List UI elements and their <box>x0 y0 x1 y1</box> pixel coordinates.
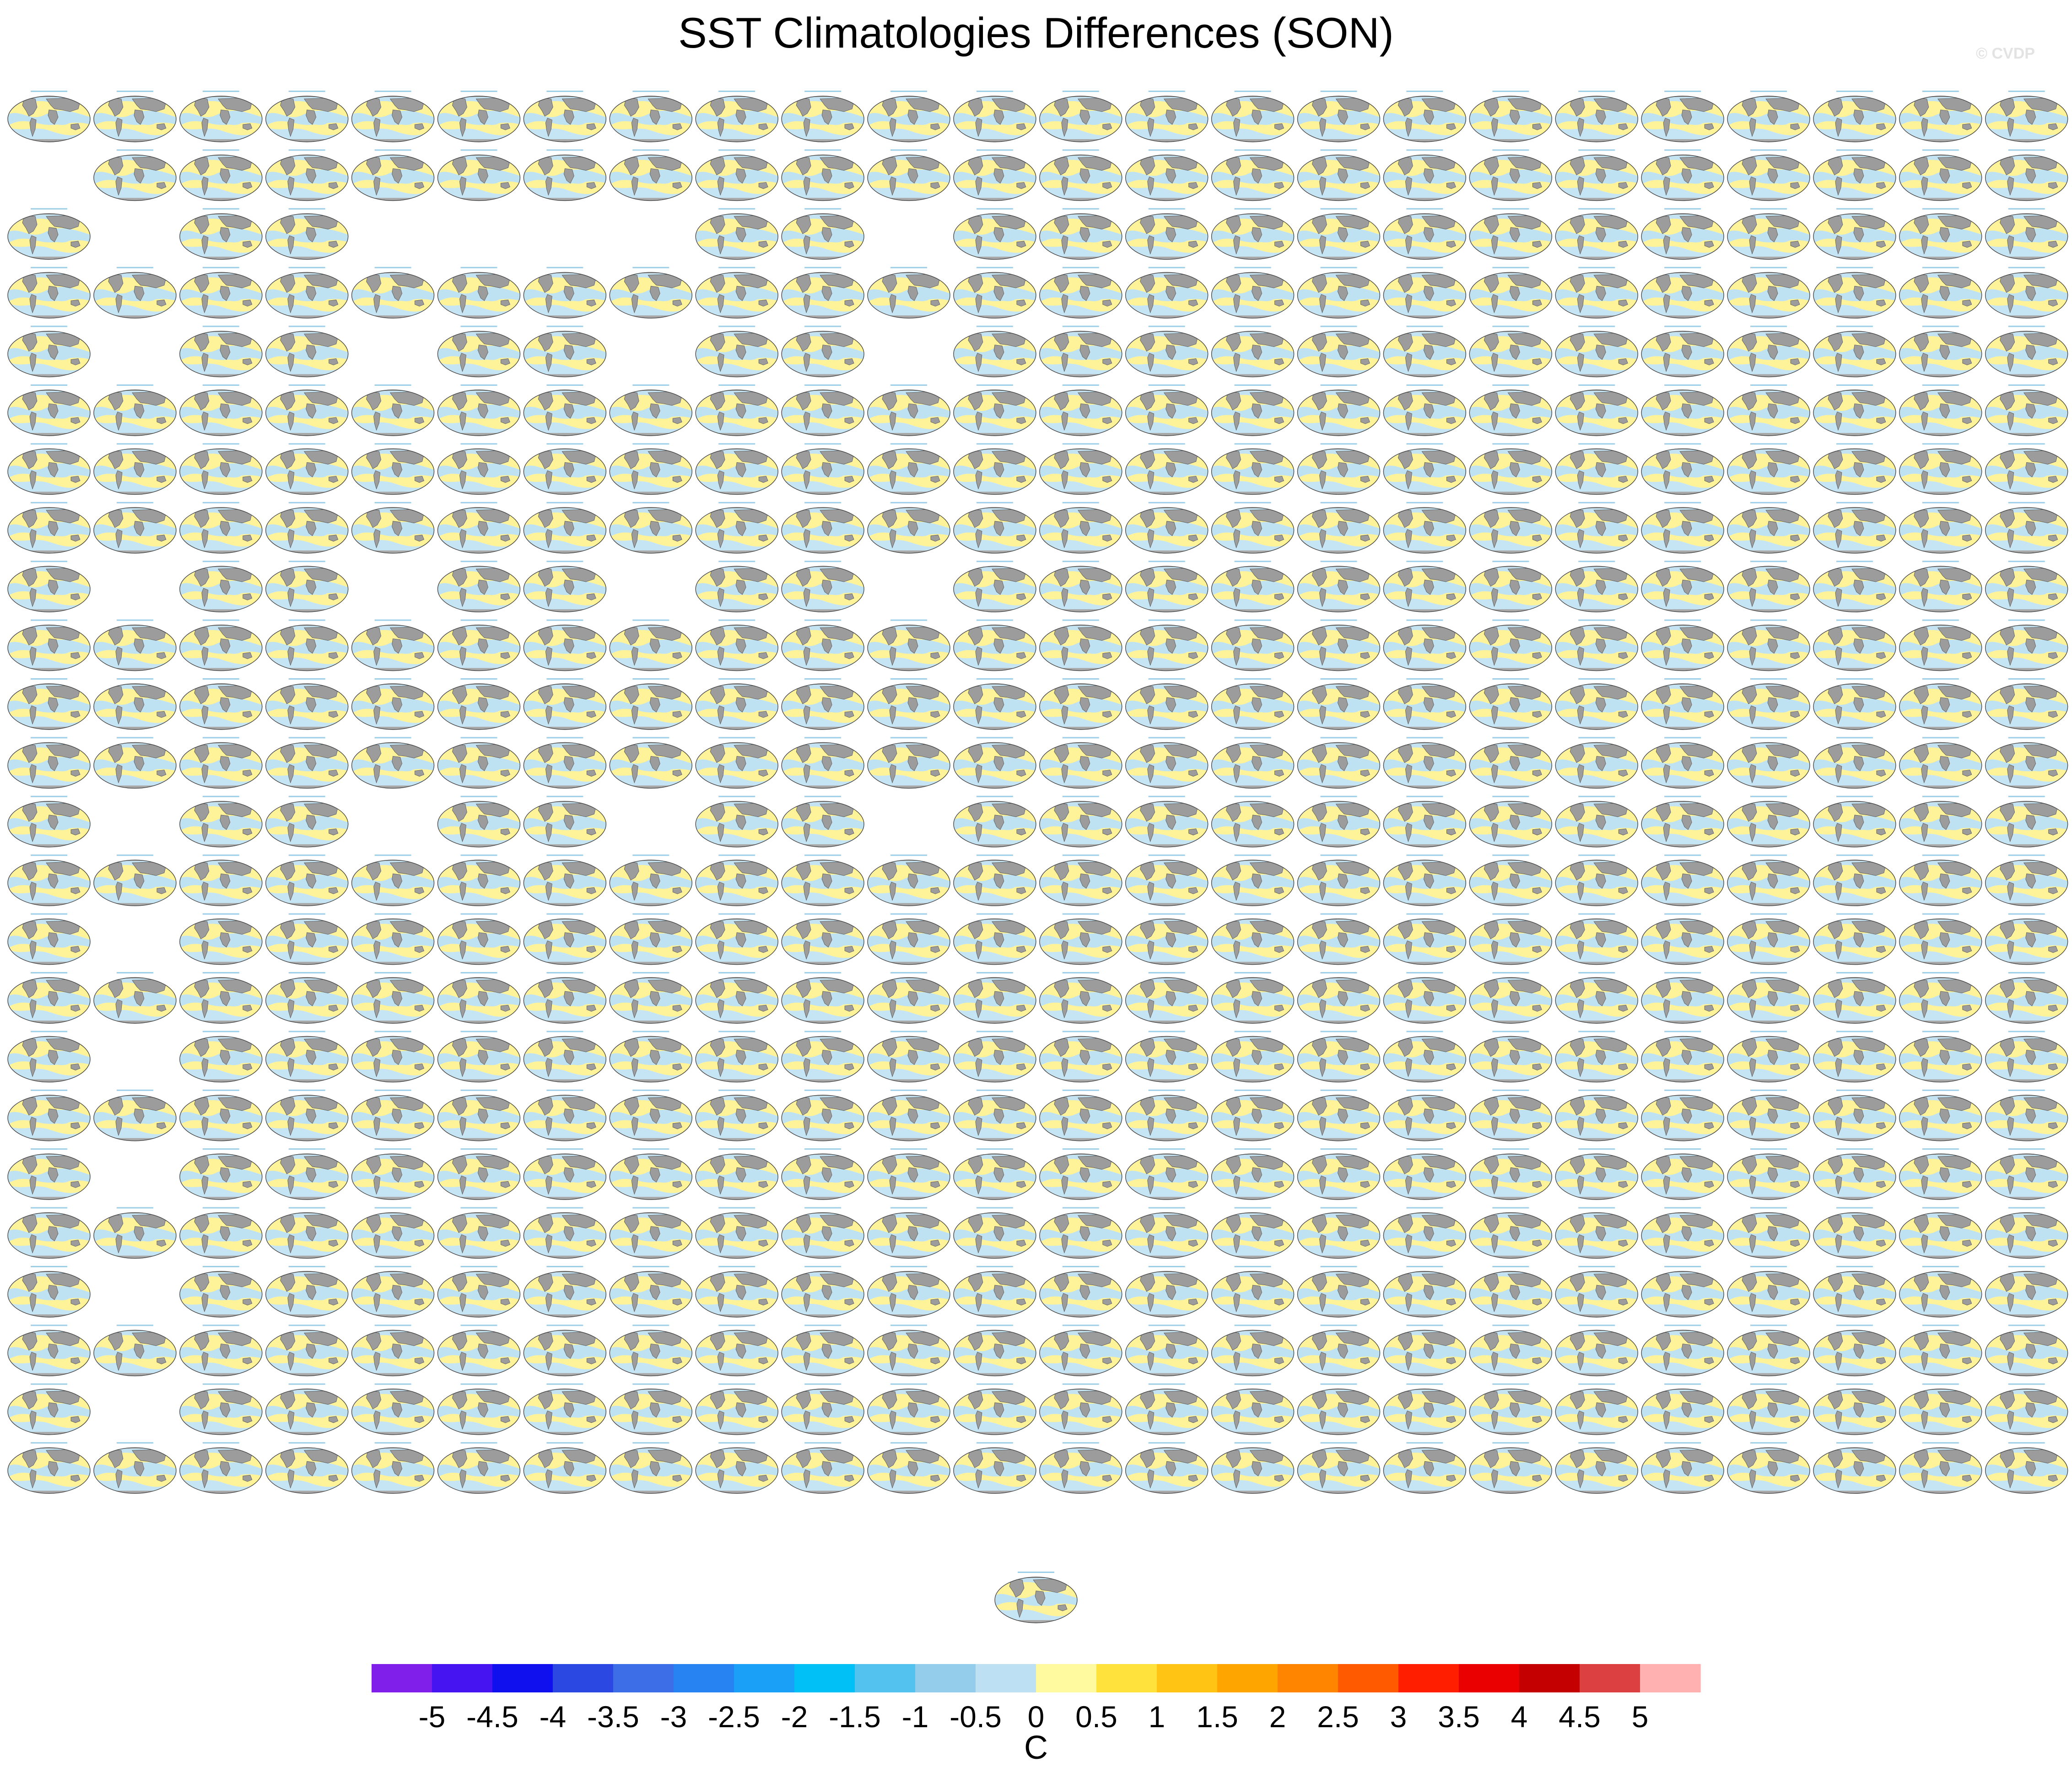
colorbar-units-label: C <box>1024 1729 1048 1766</box>
colorbar-tick-label: -5 <box>419 1700 446 1734</box>
colorbar-tick-label: -1.5 <box>829 1700 881 1734</box>
colorbar-tick-label: 3 <box>1390 1700 1407 1734</box>
colorbar-box <box>1640 1664 1701 1692</box>
colorbar-box <box>432 1664 493 1692</box>
colorbar-tick-label: 3.5 <box>1438 1700 1480 1734</box>
colorbar-box <box>1398 1664 1459 1692</box>
colorbar-box <box>1157 1664 1218 1692</box>
colorbar-box <box>674 1664 734 1692</box>
colorbar-tick-label: -3.5 <box>587 1700 639 1734</box>
colorbar-box <box>794 1664 855 1692</box>
chart-title: SST Climatologies Differences (SON) <box>678 9 1394 57</box>
colorbar-box <box>492 1664 553 1692</box>
colorbar-box <box>976 1664 1036 1692</box>
colorbar-tick-label: 4.5 <box>1559 1700 1601 1734</box>
colorbar-box <box>1459 1664 1520 1692</box>
colorbar-tick-labels: -5 -4.5 -4 -3.5 -3 -2.5 -2 -1.5 -1 -0.5 0 0.5 1 1.5 2 2… <box>419 1700 1649 1734</box>
colorbar-box <box>1217 1664 1278 1692</box>
colorbar-box <box>915 1664 976 1692</box>
colorbar-tick-label: 0 <box>1028 1700 1045 1734</box>
colorbar-box <box>734 1664 795 1692</box>
colorbar-boxes <box>372 1664 1701 1692</box>
colorbar-box <box>1096 1664 1157 1692</box>
colorbar-tick-label: 0.5 <box>1075 1700 1117 1734</box>
colorbar-box <box>1338 1664 1399 1692</box>
colorbar-tick-label: 5 <box>1632 1700 1649 1734</box>
colorbar-box <box>1036 1664 1097 1692</box>
colorbar-tick-label: -4.5 <box>466 1700 518 1734</box>
colorbar-box <box>1278 1664 1338 1692</box>
colorbar-tick-label: 1.5 <box>1196 1700 1238 1734</box>
colorbar-tick-label: 1 <box>1149 1700 1166 1734</box>
colorbar-tick-label: 4 <box>1511 1700 1528 1734</box>
colorbar-box <box>855 1664 916 1692</box>
colorbar-box <box>613 1664 674 1692</box>
colorbar-tick-label: -2.5 <box>708 1700 760 1734</box>
colorbar-tick-label: -2 <box>781 1700 808 1734</box>
colorbar-box <box>553 1664 614 1692</box>
colorbar-tick-label: -4 <box>540 1700 567 1734</box>
colorbar-tick-label: -3 <box>660 1700 687 1734</box>
cvdp-watermark: © CVDP <box>1976 45 2035 62</box>
colorbar-tick-label: 2 <box>1269 1700 1286 1734</box>
colorbar-box <box>1580 1664 1640 1692</box>
colorbar-box <box>372 1664 432 1692</box>
colorbar-tick-label: -1 <box>902 1700 929 1734</box>
colorbar-box <box>1519 1664 1580 1692</box>
colorbar-tick-label: 2.5 <box>1317 1700 1359 1734</box>
colorbar-tick-label: -0.5 <box>950 1700 1002 1734</box>
